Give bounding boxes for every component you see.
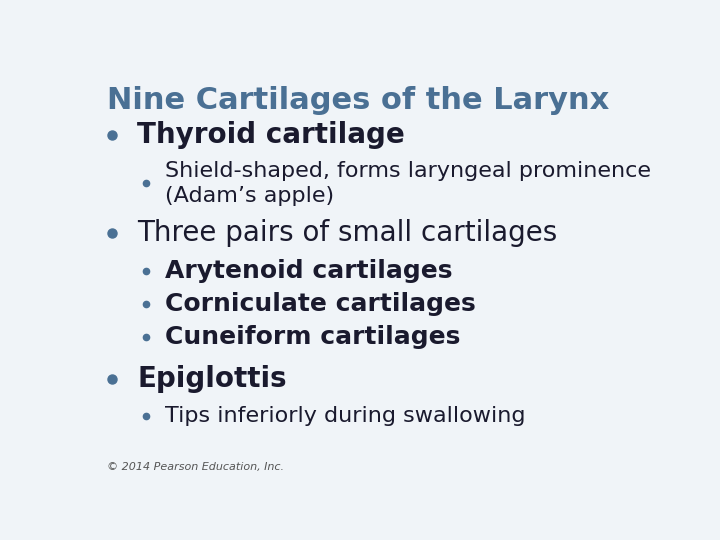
Text: Epiglottis: Epiglottis bbox=[138, 364, 287, 393]
Text: Nine Cartilages of the Larynx: Nine Cartilages of the Larynx bbox=[107, 85, 609, 114]
Text: Cuneiform cartilages: Cuneiform cartilages bbox=[166, 325, 461, 349]
Text: Shield-shaped, forms laryngeal prominence
(Adam’s apple): Shield-shaped, forms laryngeal prominenc… bbox=[166, 161, 652, 206]
Text: © 2014 Pearson Education, Inc.: © 2014 Pearson Education, Inc. bbox=[107, 462, 284, 472]
Text: Thyroid cartilage: Thyroid cartilage bbox=[138, 122, 405, 150]
Text: Tips inferiorly during swallowing: Tips inferiorly during swallowing bbox=[166, 406, 526, 426]
Text: Arytenoid cartilages: Arytenoid cartilages bbox=[166, 259, 453, 282]
Text: Corniculate cartilages: Corniculate cartilages bbox=[166, 292, 476, 316]
Text: Three pairs of small cartilages: Three pairs of small cartilages bbox=[138, 219, 558, 247]
